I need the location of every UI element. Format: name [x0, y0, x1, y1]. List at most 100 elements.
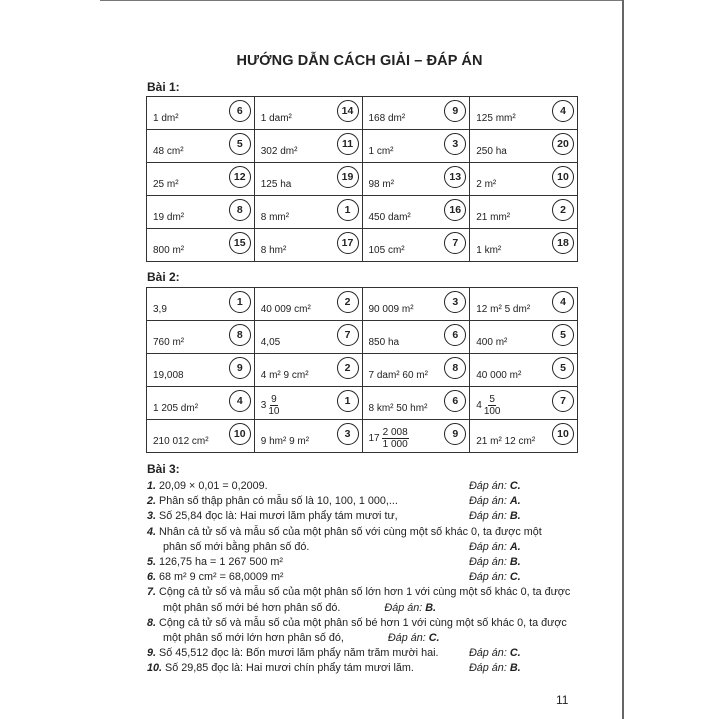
- answer-item: 1. 20,09 × 0,01 = 0,2009. Đáp án: C.: [147, 479, 587, 494]
- fraction-numerator: 2 008: [381, 426, 409, 439]
- cell-value: 9 hm² 9 m²: [260, 435, 310, 447]
- answer-line: 3. Số 25,84 đọc là: Hai mươi lăm phẩy tá…: [147, 509, 587, 524]
- table-cell: 21 m² 12 cm² 10: [469, 419, 578, 453]
- answer-line: 1. 20,09 × 0,01 = 0,2009. Đáp án: C.: [147, 479, 587, 494]
- item-text: Cộng cả tử số và mẫu số của một phân số …: [159, 616, 567, 629]
- cell-value: 800 m²: [153, 244, 185, 256]
- cell-value: 250 ha: [476, 145, 507, 157]
- cell-content: 1 205 dm² 4: [153, 387, 251, 419]
- cell-content: 2 m² 10: [476, 163, 574, 195]
- item-number: 6.: [147, 571, 157, 584]
- table-cell: 40 009 cm² 2: [253, 287, 363, 321]
- circled-number: 3: [336, 423, 359, 445]
- cell-content: 168 dm² 9: [369, 97, 467, 129]
- page-number: 11: [556, 693, 569, 707]
- answer-line: 5. 126,75 ha = 1 267 500 m² Đáp án: B.: [147, 555, 587, 570]
- cell-content: 40 009 cm² 2: [261, 288, 359, 320]
- item-text: Số 25,84 đọc là: Hai mươi lăm phẩy tám m…: [159, 510, 398, 523]
- cell-value: 21 mm²: [476, 211, 511, 223]
- cell-value: 90 009 m²: [368, 303, 414, 315]
- table-cell: 48 cm² 5: [146, 129, 255, 163]
- mixed-number-whole: 4: [476, 399, 482, 411]
- circled-number: 14: [336, 100, 359, 122]
- cell-value: 3,9: [153, 303, 167, 315]
- table-cell: 168 dm² 9: [361, 96, 471, 130]
- cell-content: 105 cm² 7: [369, 229, 467, 261]
- item-text: Số 45,512 đọc là: Bốn mươi lăm phẩy năm …: [159, 647, 439, 660]
- cell-value: 40 000 m²: [476, 369, 522, 381]
- answer-key: Đáp án: B.: [469, 509, 521, 524]
- cell-value: 1 cm²: [368, 145, 394, 157]
- answer-label: Đáp án:: [469, 647, 507, 660]
- cell-value: 1 205 dm²: [153, 402, 199, 414]
- table-cell: 90 009 m² 3: [361, 287, 471, 321]
- circled-number: 15: [228, 232, 251, 254]
- cell-value: 7 dam² 60 m²: [368, 369, 428, 381]
- cell-value: 168 dm²: [368, 112, 406, 124]
- table-row: 1 205 dm² 4 3 9 10 1 8 km² 50 hm² 6 4 5 100 7: [146, 386, 578, 420]
- bai2-table: 3,9 1 40 009 cm² 2 90 009 m² 3 12 m² 5 dm² 4 760…: [146, 287, 578, 453]
- circled-number: 16: [444, 199, 467, 221]
- cell-content: 125 mm² 4: [476, 97, 574, 129]
- answer-letter: A.: [509, 495, 521, 508]
- item-text: Cộng cả tử số và mẫu số của một phân số …: [159, 586, 571, 599]
- circled-number: 5: [552, 324, 574, 346]
- cell-content: 3,9 1: [153, 288, 251, 320]
- table-cell: 210 012 cm² 10: [146, 419, 255, 453]
- cell-content: 450 dam² 16: [369, 196, 467, 228]
- circled-number: 10: [228, 423, 251, 445]
- answer-key: Đáp án: C.: [469, 646, 521, 661]
- answer-key: Đáp án: B.: [469, 555, 521, 570]
- cell-content: 21 m² 12 cm² 10: [476, 420, 574, 452]
- item-text: Phân số thập phân có mẫu số là 10, 100, …: [159, 495, 398, 508]
- table-cell: 1 cm² 3: [361, 129, 471, 163]
- circled-number: 1: [228, 291, 251, 313]
- cell-content: 21 mm² 2: [476, 196, 574, 228]
- table-cell: 3,9 1: [146, 287, 255, 321]
- cell-value: 8 km² 50 hm²: [368, 402, 428, 414]
- cell-content: 8 km² 50 hm² 6: [369, 387, 467, 419]
- cell-content: 7 dam² 60 m² 8: [369, 354, 467, 386]
- circled-number: 3: [444, 291, 467, 313]
- cell-content: 400 m² 5: [476, 321, 574, 353]
- cell-content: 25 m² 12: [153, 163, 251, 195]
- table-row: 19,008 9 4 m² 9 cm² 2 7 dam² 60 m² 8 40 000 m²…: [146, 353, 578, 387]
- item-text: Nhân cả tử số và mẫu số của một phân số …: [159, 525, 542, 538]
- circled-number: 17: [336, 232, 359, 254]
- table-cell: 4 5 100 7: [469, 386, 578, 420]
- cell-value: 48 cm²: [153, 145, 184, 157]
- table-cell: 8 km² 50 hm² 6: [361, 386, 471, 420]
- answer-item: 7. Cộng cả tử số và mẫu số của một phân …: [147, 585, 587, 615]
- answer-letter: C.: [428, 632, 440, 645]
- cell-content: 4 5 100 7: [476, 387, 574, 419]
- item-text-continued: phân số mới bằng phân số đó.: [163, 540, 310, 553]
- item-number: 8.: [147, 616, 157, 629]
- bai1-table: 1 dm² 6 1 dam² 14 168 dm² 9 125 mm² 4 48 cm² 5 302…: [146, 96, 578, 262]
- answer-label: Đáp án:: [469, 510, 507, 523]
- answer-letter: B.: [509, 556, 521, 569]
- circled-number: 2: [552, 199, 574, 221]
- table-cell: 125 ha 19: [253, 162, 363, 196]
- circled-number: 20: [552, 133, 574, 155]
- answer-letter: C.: [509, 480, 521, 492]
- circled-number: 6: [444, 390, 467, 412]
- answer-letter: C.: [509, 647, 521, 660]
- circled-number: 9: [444, 423, 467, 445]
- answer-item: 5. 126,75 ha = 1 267 500 m² Đáp án: B.: [147, 555, 587, 570]
- answer-key: Đáp án: A.: [469, 494, 521, 509]
- table-cell: 9 hm² 9 m² 3: [253, 419, 363, 453]
- answer-letter: C.: [509, 571, 521, 584]
- circled-number: 3: [444, 133, 467, 155]
- table-cell: 760 m² 8: [146, 320, 255, 354]
- cell-content: 17 2 008 1 000 9: [369, 420, 467, 452]
- cell-value: 98 m²: [368, 178, 395, 190]
- cell-value: 8 mm²: [260, 211, 290, 223]
- circled-number: 10: [552, 166, 574, 188]
- cell-value: 105 cm²: [368, 244, 405, 256]
- answer-item: 6. 68 m² 9 cm² = 68,0009 m² Đáp án: C.: [147, 570, 587, 585]
- circled-number: 5: [228, 133, 251, 155]
- circled-number: 18: [552, 232, 574, 254]
- circled-number: 2: [336, 291, 359, 313]
- cell-value: 210 012 cm²: [153, 435, 209, 447]
- answer-line-continued: phân số mới bằng phân số đó. Đáp án: A.: [147, 540, 587, 555]
